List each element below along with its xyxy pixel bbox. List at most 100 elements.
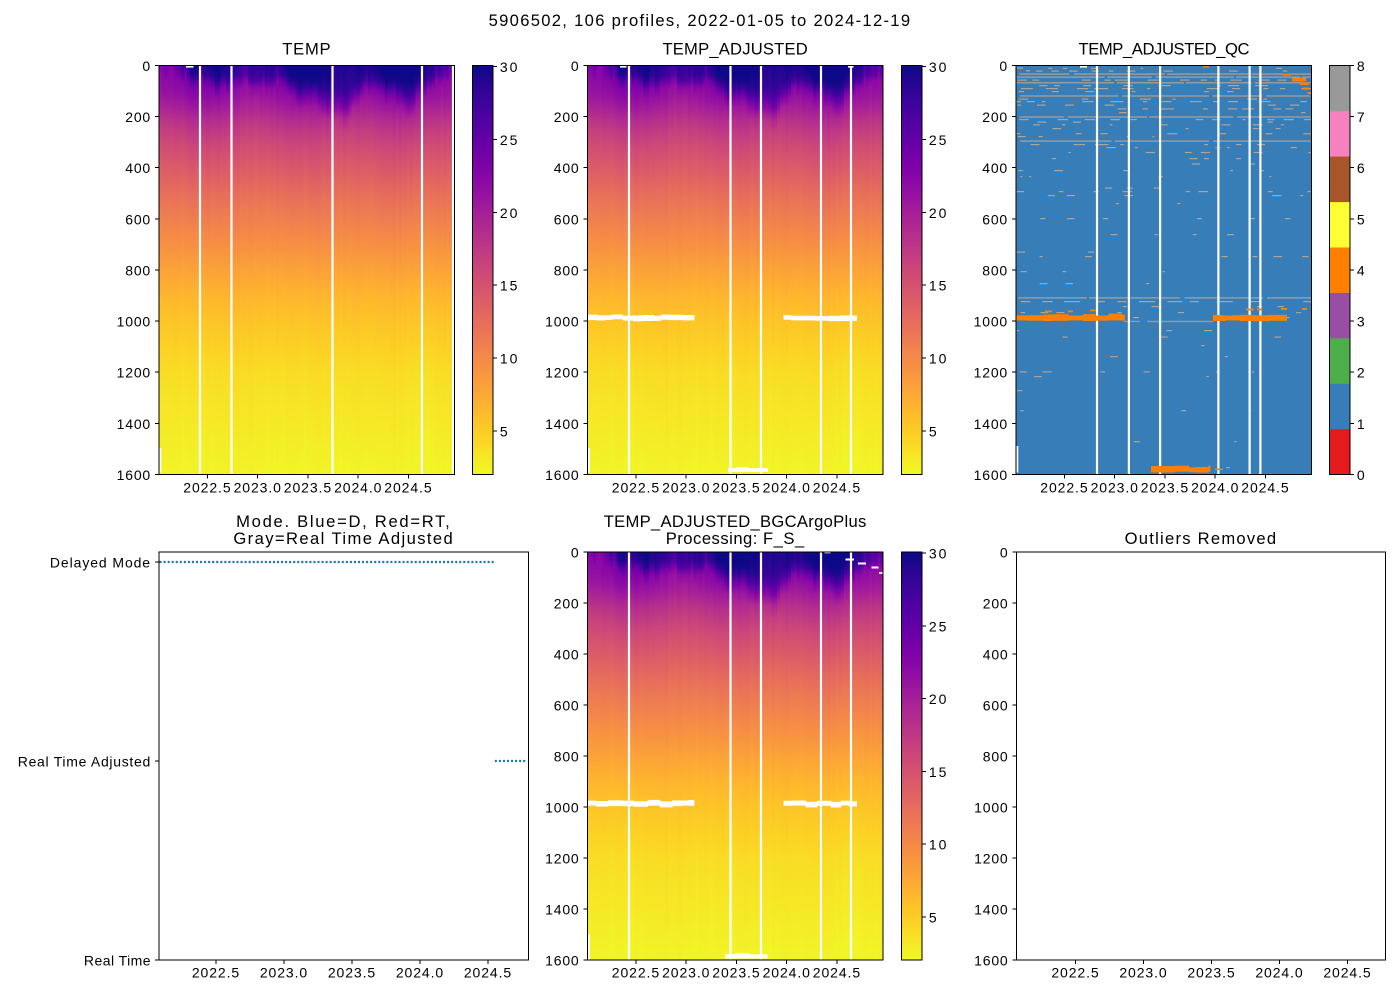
svg-text:6: 6 <box>1357 160 1367 176</box>
svg-text:Real Time: Real Time <box>84 953 151 969</box>
svg-text:2024.5: 2024.5 <box>1241 480 1289 496</box>
svg-text:1200: 1200 <box>117 365 151 381</box>
svg-text:20: 20 <box>929 691 948 707</box>
svg-text:10: 10 <box>929 351 948 367</box>
svg-text:15: 15 <box>500 278 519 294</box>
svg-text:25: 25 <box>500 132 519 148</box>
svg-text:1600: 1600 <box>545 953 579 969</box>
svg-text:800: 800 <box>125 262 151 278</box>
svg-text:2022.5: 2022.5 <box>192 965 240 981</box>
svg-text:2024.5: 2024.5 <box>813 480 861 496</box>
svg-text:2024.0: 2024.0 <box>334 480 382 496</box>
svg-text:15: 15 <box>929 278 948 294</box>
svg-text:30: 30 <box>929 59 948 75</box>
svg-text:1000: 1000 <box>974 314 1008 330</box>
svg-text:200: 200 <box>554 596 580 612</box>
svg-text:Delayed Mode: Delayed Mode <box>50 555 151 571</box>
svg-text:TEMP: TEMP <box>282 40 331 59</box>
svg-text:200: 200 <box>982 109 1008 125</box>
svg-text:1000: 1000 <box>117 314 151 330</box>
svg-text:2024.5: 2024.5 <box>813 965 861 981</box>
svg-text:5: 5 <box>929 909 939 925</box>
svg-text:200: 200 <box>125 109 151 125</box>
svg-text:1000: 1000 <box>545 800 579 816</box>
svg-text:1000: 1000 <box>545 314 579 330</box>
svg-text:2023.5: 2023.5 <box>284 480 332 496</box>
svg-text:5906502, 106 profiles, 2022-01: 5906502, 106 profiles, 2022-01-05 to 202… <box>489 11 912 30</box>
svg-text:200: 200 <box>554 109 580 125</box>
svg-text:2024.0: 2024.0 <box>763 480 811 496</box>
svg-text:200: 200 <box>983 596 1009 612</box>
svg-text:0: 0 <box>1000 545 1009 561</box>
svg-text:2023.5: 2023.5 <box>328 965 376 981</box>
svg-text:2022.5: 2022.5 <box>1040 480 1088 496</box>
svg-text:1000: 1000 <box>974 800 1008 816</box>
svg-text:2024.0: 2024.0 <box>396 965 444 981</box>
svg-text:20: 20 <box>500 205 519 221</box>
svg-text:5: 5 <box>929 424 939 440</box>
svg-text:30: 30 <box>500 59 519 75</box>
svg-text:Processing: F_S_: Processing: F_S_ <box>666 529 805 548</box>
svg-text:1400: 1400 <box>545 902 579 918</box>
svg-text:Real Time Adjusted: Real Time Adjusted <box>18 754 151 770</box>
svg-text:2023.5: 2023.5 <box>1187 965 1235 981</box>
svg-text:600: 600 <box>982 211 1008 227</box>
svg-text:2024.0: 2024.0 <box>1191 480 1239 496</box>
svg-text:400: 400 <box>983 647 1009 663</box>
svg-text:2024.5: 2024.5 <box>464 965 512 981</box>
svg-text:2023.5: 2023.5 <box>712 480 760 496</box>
svg-text:2023.0: 2023.0 <box>260 965 308 981</box>
svg-text:2023.0: 2023.0 <box>1119 965 1167 981</box>
svg-text:3: 3 <box>1357 314 1367 330</box>
svg-text:7: 7 <box>1357 109 1367 125</box>
svg-text:2022.5: 2022.5 <box>1051 965 1099 981</box>
svg-text:Mode. Blue=D, Red=RT,: Mode. Blue=D, Red=RT, <box>236 512 451 531</box>
svg-text:2024.0: 2024.0 <box>1255 965 1303 981</box>
svg-text:TEMP_ADJUSTED: TEMP_ADJUSTED <box>662 40 808 59</box>
svg-text:10: 10 <box>500 351 519 367</box>
svg-text:2: 2 <box>1357 365 1367 381</box>
svg-text:1200: 1200 <box>974 365 1008 381</box>
svg-text:1600: 1600 <box>974 953 1008 969</box>
svg-text:TEMP_ADJUSTED_BGCArgoPlus: TEMP_ADJUSTED_BGCArgoPlus <box>604 512 867 531</box>
svg-text:2024.0: 2024.0 <box>763 965 811 981</box>
svg-text:400: 400 <box>125 160 151 176</box>
svg-text:800: 800 <box>982 262 1008 278</box>
svg-text:1400: 1400 <box>974 902 1008 918</box>
svg-text:2022.5: 2022.5 <box>183 480 231 496</box>
svg-text:2023.0: 2023.0 <box>234 480 282 496</box>
svg-text:2022.5: 2022.5 <box>612 965 660 981</box>
svg-text:600: 600 <box>983 698 1009 714</box>
svg-text:5: 5 <box>500 424 510 440</box>
svg-text:20: 20 <box>929 205 948 221</box>
svg-text:1200: 1200 <box>545 365 579 381</box>
svg-text:5: 5 <box>1357 211 1367 227</box>
svg-text:1: 1 <box>1357 416 1367 432</box>
svg-text:800: 800 <box>554 262 580 278</box>
svg-text:TEMP_ADJUSTED_QC: TEMP_ADJUSTED_QC <box>1078 40 1249 59</box>
svg-text:0: 0 <box>999 58 1008 74</box>
svg-text:2022.5: 2022.5 <box>612 480 660 496</box>
svg-text:0: 0 <box>142 58 151 74</box>
svg-text:800: 800 <box>983 749 1009 765</box>
svg-text:1600: 1600 <box>974 467 1008 483</box>
svg-text:400: 400 <box>554 647 580 663</box>
svg-text:0: 0 <box>571 58 580 74</box>
svg-text:Gray=Real Time Adjusted: Gray=Real Time Adjusted <box>233 529 454 548</box>
svg-text:800: 800 <box>554 749 580 765</box>
svg-text:600: 600 <box>125 211 151 227</box>
svg-text:2023.0: 2023.0 <box>1091 480 1139 496</box>
svg-text:1600: 1600 <box>545 467 579 483</box>
svg-text:400: 400 <box>982 160 1008 176</box>
svg-text:0: 0 <box>1357 467 1367 483</box>
svg-text:600: 600 <box>554 698 580 714</box>
svg-text:25: 25 <box>929 618 948 634</box>
svg-text:2023.5: 2023.5 <box>1141 480 1189 496</box>
svg-text:10: 10 <box>929 837 948 853</box>
svg-text:8: 8 <box>1357 58 1367 74</box>
svg-text:600: 600 <box>554 211 580 227</box>
svg-text:15: 15 <box>929 764 948 780</box>
svg-text:2023.5: 2023.5 <box>712 965 760 981</box>
svg-text:400: 400 <box>554 160 580 176</box>
svg-text:2023.0: 2023.0 <box>662 965 710 981</box>
